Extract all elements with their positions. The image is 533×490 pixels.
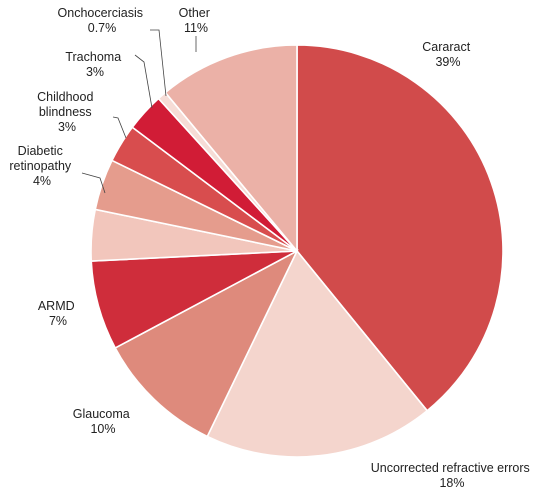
label-refractive-name: Uncorrected refractive errors [371, 461, 530, 475]
pie-slice-cararact [296, 44, 504, 412]
pie-slice-uncorrected-refractive-errors [206, 249, 429, 458]
label-trachoma: Trachoma 3% [65, 50, 124, 79]
label-diabetic-line1: Diabetic [18, 144, 63, 158]
label-glaucoma: Glaucoma 10% [73, 407, 133, 436]
pie-slice-other [164, 44, 298, 254]
label-cataract-pct: 39% [435, 55, 460, 69]
label-other-pct: 11% [184, 21, 208, 35]
label-oncho-pct: 0.7% [88, 21, 117, 35]
label-diabetic-line2: retinopathy [9, 159, 72, 173]
label-trachoma-name: Trachoma [65, 50, 121, 64]
label-oncho-name: Onchocerciasis [58, 6, 143, 20]
label-childhood-pct: 3% [58, 120, 76, 134]
label-glaucoma-pct: 10% [90, 422, 115, 436]
leader-childhood [112, 116, 127, 139]
label-refractive-pct: 18% [439, 476, 464, 490]
label-childhood-line1: Childhood [37, 90, 93, 104]
label-diabetic: Diabetic retinopathy 4% [9, 144, 74, 188]
leader-lines [81, 29, 197, 194]
label-trachoma-pct: 3% [86, 65, 104, 79]
slice-labels: Cararact 39% Uncorrected refractive erro… [9, 6, 533, 490]
label-oncho: Onchocerciasis 0.7% [58, 6, 147, 35]
leader-trachoma [134, 54, 153, 109]
pie-slices [90, 44, 504, 458]
label-childhood: Childhood blindness 3% [37, 90, 97, 134]
label-cataract: Cararact 39% [422, 40, 473, 69]
label-armd-name: ARMD [38, 299, 75, 313]
leader-oncho [150, 29, 167, 97]
leader-diabetic [81, 172, 106, 194]
label-glaucoma-name: Glaucoma [73, 407, 130, 421]
label-childhood-line2: blindness [39, 105, 92, 119]
pie-slice-glaucoma [114, 249, 299, 438]
label-refractive: Uncorrected refractive errors 18% [371, 461, 533, 490]
label-other-name: Other [179, 6, 210, 20]
label-diabetic-pct: 4% [33, 174, 51, 188]
label-other: Other 11% [179, 6, 214, 35]
label-armd-pct: 7% [49, 314, 67, 328]
label-armd: ARMD 7% [38, 299, 78, 328]
label-cataract-name: Cararact [422, 40, 470, 54]
